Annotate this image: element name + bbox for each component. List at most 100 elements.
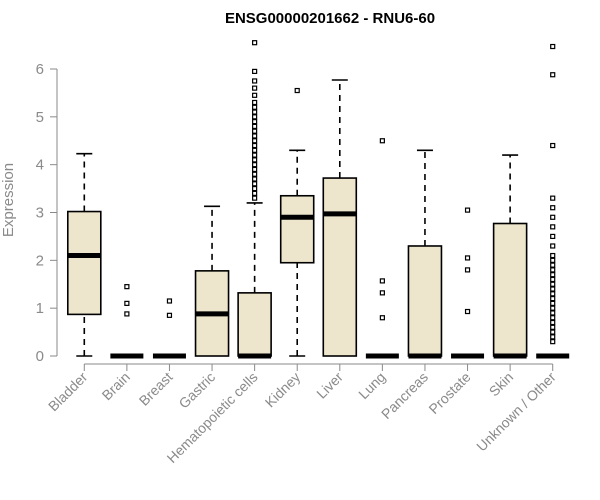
x-tick-label: Liver <box>313 369 346 402</box>
box-iqr <box>407 245 443 357</box>
outlier-point <box>550 319 556 326</box>
outlier-point <box>252 152 258 158</box>
x-tick-label: Kidney <box>262 369 304 411</box>
outlier-point <box>550 310 556 316</box>
outlier-point <box>252 171 258 177</box>
outlier-point <box>550 214 556 220</box>
y-tick-label: 1 <box>36 300 44 317</box>
outlier-point <box>550 267 556 273</box>
outlier-point <box>550 205 556 211</box>
outlier-point <box>550 195 556 201</box>
x-tick-label: Lung <box>355 369 388 402</box>
y-tick-label: 4 <box>36 157 44 174</box>
x-tick-label: Prostate <box>425 369 473 417</box>
outlier-point <box>379 315 385 321</box>
outlier-point <box>379 138 385 144</box>
outlier-point <box>124 284 130 290</box>
outlier-point <box>252 157 258 163</box>
box-iqr <box>322 177 358 357</box>
box-group <box>237 40 272 359</box>
outlier-point <box>252 68 258 74</box>
y-tick-label: 5 <box>36 109 44 126</box>
outlier-point <box>252 92 258 98</box>
outlier-point <box>550 296 556 302</box>
x-tick-label: Breast <box>136 369 176 409</box>
box-group <box>279 87 315 357</box>
box-group <box>66 152 102 357</box>
box-group <box>110 284 144 359</box>
outlier-point <box>550 300 556 306</box>
outlier-point <box>550 224 556 230</box>
outlier-point <box>550 72 556 78</box>
y-tick-label: 2 <box>36 252 44 269</box>
outlier-point <box>252 119 258 125</box>
chart-title: ENSG00000201662 - RNU6-60 <box>225 10 435 27</box>
box-group <box>152 298 186 359</box>
outlier-point <box>252 78 258 84</box>
outlier-point <box>550 43 556 50</box>
box-iqr <box>279 194 315 264</box>
outlier-point <box>550 257 556 263</box>
outlier-point <box>550 315 556 321</box>
outlier-point <box>252 181 258 187</box>
x-tick-label: Unknown / Other <box>473 369 559 455</box>
outlier-point <box>252 128 258 134</box>
outlier-point <box>550 233 556 240</box>
outlier-point <box>379 278 385 284</box>
box-iqr <box>492 222 528 357</box>
box-group <box>407 149 443 359</box>
outlier-point <box>252 162 258 168</box>
box-iqr <box>237 292 272 357</box>
outlier-point <box>550 243 556 249</box>
x-tick-label: Pancreas <box>378 369 431 422</box>
outlier-point <box>252 85 258 91</box>
outlier-point <box>166 298 173 304</box>
outlier-point <box>124 311 130 317</box>
outlier-point <box>550 334 556 340</box>
outlier-point <box>550 142 556 149</box>
outlier-point <box>550 324 556 330</box>
outlier-point <box>252 104 258 110</box>
x-tick-label: Bladder <box>45 369 91 415</box>
outlier-point <box>294 87 300 94</box>
outlier-point <box>464 207 471 213</box>
x-tick-label: Gastric <box>175 369 218 412</box>
outlier-point <box>252 147 258 153</box>
outlier-point <box>252 123 258 130</box>
box-group <box>322 79 358 357</box>
outlier-point <box>252 185 258 192</box>
outlier-point <box>252 114 258 120</box>
y-tick-label: 6 <box>36 61 44 78</box>
outlier-point <box>464 308 471 315</box>
boxes <box>66 40 570 359</box>
outlier-point <box>550 281 556 287</box>
box-group <box>451 207 485 359</box>
x-tick-label: Brain <box>99 369 133 403</box>
box-group <box>536 43 570 359</box>
outlier-point <box>464 255 471 261</box>
box-group <box>365 138 399 359</box>
outlier-point <box>252 190 258 196</box>
box-group <box>492 154 528 359</box>
outlier-point <box>550 329 556 335</box>
outlier-point <box>252 99 258 106</box>
outlier-point <box>550 276 556 283</box>
y-axis-label: Expression <box>0 163 17 237</box>
y-tick-label: 3 <box>36 205 44 222</box>
outlier-point <box>252 138 258 144</box>
outlier-point <box>464 267 471 273</box>
box-group <box>194 205 230 357</box>
y-tick-label: 0 <box>36 348 44 365</box>
outlier-point <box>550 286 556 292</box>
outlier-point <box>550 305 556 311</box>
outlier-point <box>252 166 258 173</box>
outlier-point <box>252 40 258 46</box>
outlier-point <box>550 262 556 268</box>
outlier-point <box>550 339 556 345</box>
outlier-point <box>550 272 556 278</box>
outlier-point <box>379 290 385 296</box>
outlier-point <box>252 109 258 115</box>
y-axis: 0 1 2 3 4 5 6 <box>36 61 58 365</box>
